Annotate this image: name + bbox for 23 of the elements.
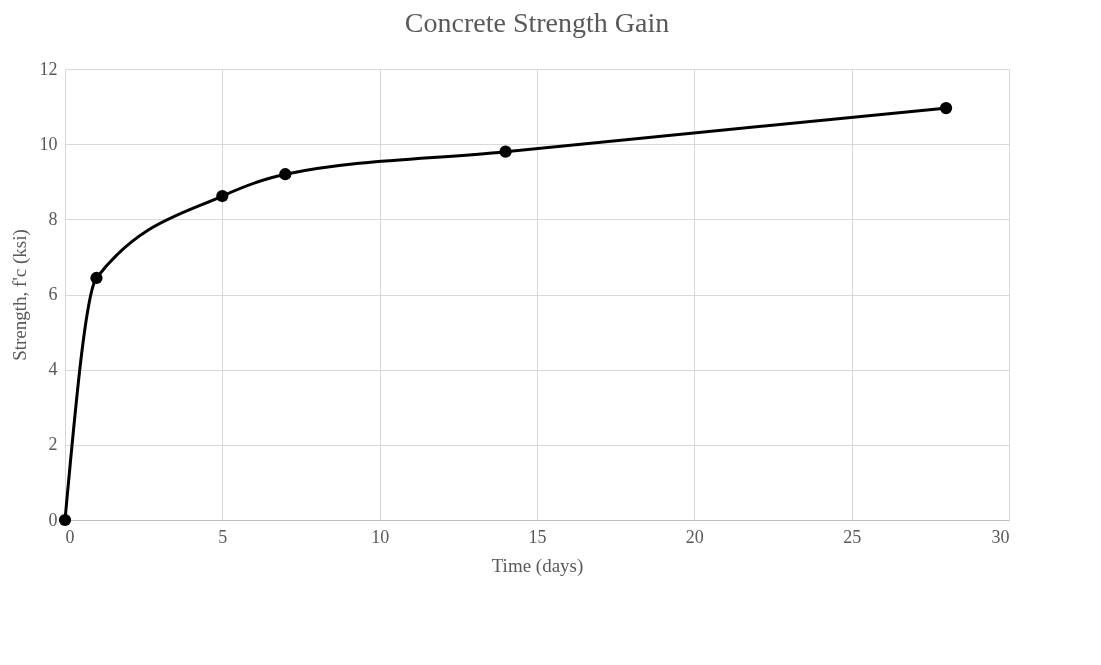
point	[279, 168, 292, 181]
y-tick-label: 6	[48, 284, 58, 304]
y-tick-label: 12	[39, 58, 58, 79]
point	[90, 271, 103, 285]
y-tick-label: 8	[48, 208, 58, 229]
point	[939, 101, 953, 115]
x-tick-label: 25	[843, 526, 862, 547]
x-tick-label: 5	[218, 526, 228, 547]
y-tick-label: 2	[48, 434, 58, 455]
point	[499, 145, 512, 158]
y-tick-label: 10	[39, 133, 58, 154]
y-tick-label: 4	[48, 359, 58, 380]
x-axis-title: Time (days)	[491, 554, 584, 577]
y-axis-title: Strength, f'c (ksi)	[8, 229, 31, 361]
x-tick-label: 10	[371, 526, 390, 547]
x-tick-label: 0	[65, 526, 75, 547]
x-tick-label: 15	[528, 526, 547, 547]
point	[216, 189, 229, 203]
point	[58, 513, 72, 527]
y-tick-label: 0	[48, 509, 58, 530]
x-tick-label: 20	[685, 526, 704, 547]
chart-title: Concrete Strength Gain	[404, 7, 670, 38]
x-tick-label: 30	[991, 526, 1010, 547]
